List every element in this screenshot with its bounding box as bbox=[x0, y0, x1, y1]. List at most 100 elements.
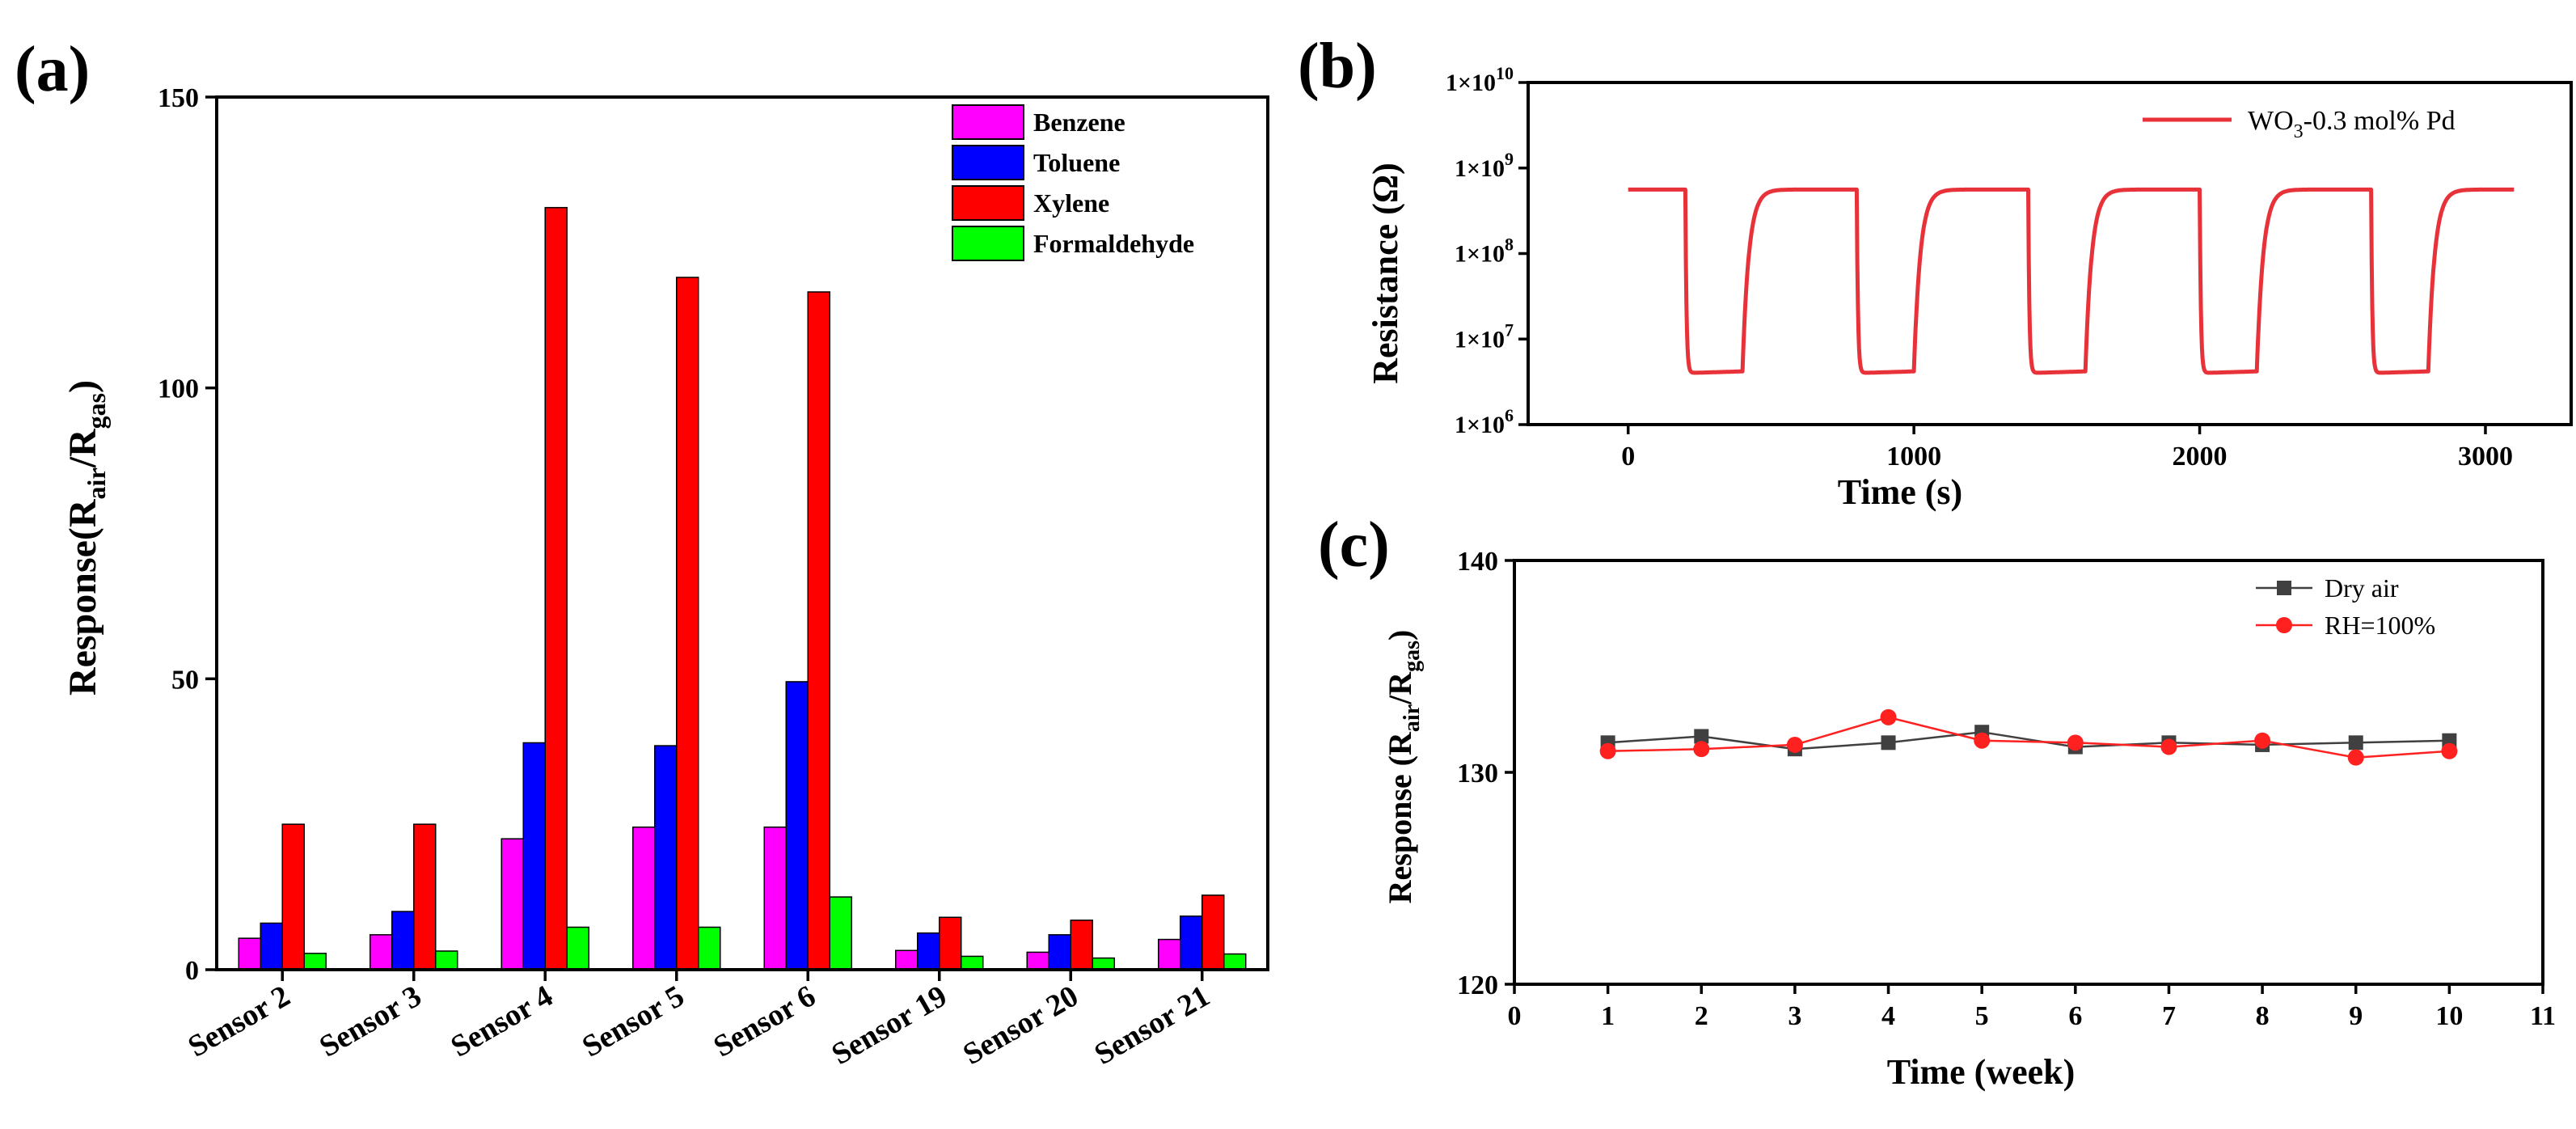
panel-c-point-dry-air bbox=[1881, 735, 1896, 751]
legend-swatch-xylene bbox=[952, 185, 1024, 221]
line-chart-panel-c: (c) Response (Rair/Rgas) Time (week) 120… bbox=[1318, 510, 2556, 1092]
panel-c-legend: Dry air RH=100% bbox=[2256, 573, 2435, 640]
bar-formaldehyde-sensor-2 bbox=[303, 953, 327, 970]
panel-c-legend-marker bbox=[2276, 617, 2292, 633]
panel-a-x-tick-label: Sensor 4 bbox=[446, 979, 559, 1063]
panel-c-y-axis-title: Response (Rair/Rgas) bbox=[1382, 630, 1425, 904]
panel-b-y-tick-label: 1×108 bbox=[1455, 235, 1514, 268]
panel-c-point-rh100 bbox=[2254, 732, 2271, 749]
panel-c-point-rh100 bbox=[1880, 708, 1897, 725]
panel-c-point-rh100 bbox=[1786, 736, 1803, 753]
panel-c-legend-marker bbox=[2277, 581, 2291, 595]
panel-b-y-axis-title: Resistance (Ω) bbox=[1366, 163, 1405, 384]
bar-xylene-sensor-21 bbox=[1201, 894, 1225, 970]
panel-a-legend: Benzene Toluene Xylene Formaldehyde bbox=[952, 104, 1194, 261]
bar-toluene-sensor-4 bbox=[522, 742, 546, 970]
bar-xylene-sensor-5 bbox=[676, 277, 699, 970]
panel-b-x-tick-label: 0 bbox=[1621, 442, 1635, 471]
panel-a-y-tick-label: 50 bbox=[171, 665, 199, 695]
bar-xylene-sensor-4 bbox=[544, 206, 568, 970]
bar-formaldehyde-sensor-20 bbox=[1092, 957, 1115, 970]
panel-b-legend: WO3-0.3 mol% Pd bbox=[2143, 106, 2456, 142]
panel-c-point-rh100 bbox=[2160, 738, 2177, 755]
panel-b-y-tick-label: 1×1010 bbox=[1446, 63, 1514, 96]
panel-b-x-tick-label: 1000 bbox=[1886, 442, 1941, 471]
svg-text:Response (Rair/Rgas): Response (Rair/Rgas) bbox=[1382, 630, 1425, 904]
bar-toluene-sensor-6 bbox=[785, 681, 809, 970]
panel-c-plot-frame bbox=[1513, 559, 2544, 986]
bar-formaldehyde-sensor-3 bbox=[435, 950, 458, 970]
panel-c-point-rh100 bbox=[1693, 741, 1710, 758]
bar-toluene-sensor-21 bbox=[1180, 915, 1203, 970]
panel-c-x-tick-label: 9 bbox=[2349, 1001, 2363, 1031]
bar-benzene-sensor-19 bbox=[895, 949, 918, 970]
panel-c-point-rh100 bbox=[2067, 734, 2084, 751]
panel-a-x-tick-label: Sensor 5 bbox=[576, 979, 690, 1063]
bar-toluene-sensor-5 bbox=[654, 745, 678, 970]
bar-benzene-sensor-21 bbox=[1158, 938, 1181, 970]
panel-c-legend-label: Dry air bbox=[2325, 573, 2399, 603]
bar-benzene-sensor-6 bbox=[763, 827, 787, 970]
legend-label-xylene: Xylene bbox=[1033, 188, 1109, 218]
legend-swatch-toluene bbox=[952, 145, 1024, 180]
bar-xylene-sensor-6 bbox=[807, 291, 830, 970]
panel-a-x-tick-label: Sensor 3 bbox=[314, 979, 427, 1063]
panel-b-x-tick-label: 2000 bbox=[2173, 442, 2228, 471]
panel-b-x-axis-title: Time (s) bbox=[1838, 472, 1962, 512]
bar-formaldehyde-sensor-6 bbox=[829, 896, 852, 970]
panel-c-x-axis-title: Time (week) bbox=[1887, 1052, 2076, 1092]
panel-c-x-tick-label: 4 bbox=[1881, 1001, 1895, 1031]
panel-c-point-rh100 bbox=[2441, 742, 2458, 759]
panel-b-plot-frame bbox=[1527, 81, 2573, 426]
panel-a-label: (a) bbox=[15, 34, 90, 105]
legend-label-benzene: Benzene bbox=[1033, 108, 1125, 137]
bar-chart-panel-a: (a) Response(Rair/Rgas) 0 50 100 150 Sensor… bbox=[15, 34, 1269, 1072]
panel-c-x-tick-label: 6 bbox=[2068, 1001, 2082, 1031]
panel-b-series-line bbox=[1626, 187, 2516, 375]
panel-c-point-dry-air bbox=[2348, 735, 2363, 751]
panel-c-point-rh100 bbox=[1974, 732, 1991, 749]
bar-benzene-sensor-5 bbox=[632, 827, 656, 970]
panel-a-x-tick-label: Sensor 2 bbox=[183, 979, 296, 1063]
panel-c-x-tick-label: 11 bbox=[2530, 1001, 2556, 1031]
legend-label-formaldehyde: Formaldehyde bbox=[1033, 229, 1194, 258]
panel-c-x-tick-label: 7 bbox=[2162, 1001, 2176, 1031]
bar-benzene-sensor-2 bbox=[238, 937, 261, 970]
panel-a-y-tick-label: 150 bbox=[158, 83, 199, 113]
bar-formaldehyde-sensor-5 bbox=[698, 926, 721, 970]
bar-benzene-sensor-4 bbox=[500, 838, 524, 970]
panel-c-x-tick-label: 3 bbox=[1788, 1001, 1801, 1031]
panel-a-y-axis-title: Response(Rair/Rgas) bbox=[61, 380, 111, 696]
bar-benzene-sensor-3 bbox=[370, 934, 393, 970]
line-chart-panel-b: (b) Resistance (Ω) Time (s) 1×106 1×107 1×… bbox=[1298, 31, 2573, 512]
panel-b-legend-label: WO3-0.3 mol% Pd bbox=[2248, 106, 2456, 142]
panel-b-x-tick-label: 3000 bbox=[2458, 442, 2513, 471]
panel-a-x-tick-label: Sensor 19 bbox=[826, 979, 953, 1072]
panel-c-x-tick-label: 10 bbox=[2435, 1001, 2463, 1031]
panel-c-y-tick-label: 120 bbox=[1457, 970, 1498, 1000]
panel-c-point-rh100 bbox=[2347, 749, 2364, 766]
panel-c-legend-label: RH=100% bbox=[2325, 611, 2435, 640]
legend-swatch-benzene bbox=[952, 104, 1024, 140]
bar-xylene-sensor-19 bbox=[939, 916, 962, 970]
panel-c-y-tick-label: 140 bbox=[1457, 547, 1498, 577]
bar-xylene-sensor-2 bbox=[281, 823, 305, 970]
bar-benzene-sensor-20 bbox=[1026, 951, 1049, 970]
panel-c-x-tick-label: 8 bbox=[2256, 1001, 2270, 1031]
bar-formaldehyde-sensor-4 bbox=[566, 926, 589, 970]
panel-c-point-dry-air bbox=[1694, 729, 1709, 744]
panel-c-y-tick-label: 130 bbox=[1457, 759, 1498, 789]
bar-toluene-sensor-2 bbox=[260, 922, 283, 970]
panel-c-label: (c) bbox=[1318, 510, 1390, 581]
bar-xylene-sensor-3 bbox=[413, 823, 437, 970]
bar-xylene-sensor-20 bbox=[1070, 920, 1093, 970]
panel-a-x-tick-label: Sensor 6 bbox=[708, 979, 821, 1063]
bar-toluene-sensor-3 bbox=[391, 911, 415, 970]
bar-toluene-sensor-19 bbox=[917, 932, 940, 970]
panel-c-x-tick-label: 0 bbox=[1508, 1001, 1522, 1031]
panel-c-point-rh100 bbox=[1599, 742, 1616, 759]
panel-c-series-line-1 bbox=[1607, 716, 2450, 759]
panel-c-x-tick-label: 2 bbox=[1695, 1001, 1708, 1031]
panel-b-y-tick-label: 1×106 bbox=[1455, 405, 1514, 438]
